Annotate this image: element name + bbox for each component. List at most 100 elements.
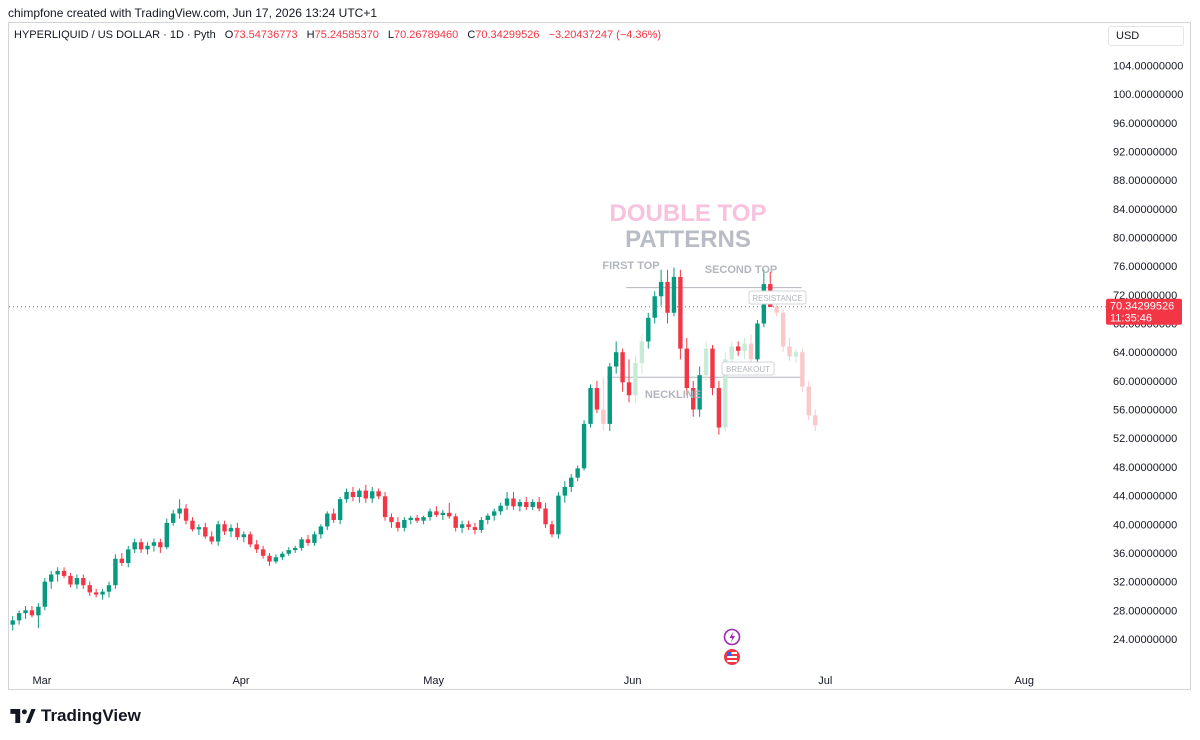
us-flag-event-icon[interactable] (724, 649, 740, 665)
tradingview-logo-icon (10, 709, 36, 723)
candle (222, 520, 227, 536)
y-tick-label: 32.00000000 (1113, 577, 1177, 589)
y-tick-label: 60.00000000 (1113, 376, 1177, 388)
candle (466, 520, 471, 531)
candle (684, 337, 689, 396)
candle (511, 492, 516, 510)
candle-body (556, 495, 561, 535)
candle (414, 514, 420, 523)
candle-body (723, 359, 728, 428)
candle-body (479, 519, 484, 531)
candle-body (453, 516, 458, 528)
candle-body (158, 542, 163, 548)
candle-body (562, 486, 568, 496)
candle-body (16, 613, 22, 621)
candle-body (235, 527, 240, 538)
candle-body (331, 513, 336, 520)
candle (151, 538, 157, 552)
candle (158, 538, 163, 553)
candle-body (81, 578, 86, 586)
resistance-box (748, 290, 807, 305)
candle (209, 531, 214, 545)
candle-body (440, 512, 446, 515)
currency-button[interactable]: USD (1108, 26, 1184, 46)
candle (55, 567, 60, 582)
y-tick-label: 52.00000000 (1113, 433, 1177, 445)
candle-body (402, 519, 407, 528)
tradingview-logo[interactable]: TradingView (10, 706, 141, 726)
candle (575, 465, 580, 482)
x-tick-label: Aug (1014, 675, 1034, 687)
candle (485, 513, 490, 525)
candle (697, 366, 702, 417)
candle-body (793, 352, 799, 357)
candle (562, 481, 568, 503)
candle-body (716, 388, 722, 428)
candle (421, 515, 426, 525)
candle-body (524, 502, 529, 508)
candle (665, 269, 670, 324)
candle (325, 511, 330, 531)
second-top-label: SECOND TOP (705, 264, 778, 276)
candle (703, 341, 709, 381)
candle (382, 492, 388, 521)
breakout-box (721, 361, 775, 376)
last-price-badge: 70.34299526 11:35:46 (1106, 298, 1182, 325)
candle (273, 554, 279, 564)
x-tick-label: Jul (818, 675, 832, 687)
candle-body (151, 542, 157, 546)
candle-body (652, 296, 657, 318)
candle-body (344, 492, 349, 500)
candle-body (215, 524, 221, 542)
breakout-label: BREAKOUT (726, 365, 770, 374)
candle-body (620, 352, 625, 383)
candle-body (536, 502, 542, 509)
candle-body (286, 550, 291, 554)
candle-body (459, 524, 465, 528)
candle (787, 337, 792, 361)
candle-body (49, 574, 54, 582)
candle-body (613, 352, 619, 367)
candle (440, 509, 446, 520)
x-tick-label: Mar (33, 675, 52, 687)
candle-body (42, 581, 47, 607)
candle-body (742, 343, 747, 351)
candle (716, 380, 722, 435)
candle-body (517, 502, 523, 507)
chart-frame (8, 22, 1191, 690)
candle-body (382, 496, 388, 518)
lightning-event-icon[interactable] (723, 628, 741, 646)
candle (292, 545, 298, 553)
symbol-name[interactable]: HYPERLIQUID / US DOLLAR · 1D · Pyth (14, 29, 216, 41)
candle (376, 488, 381, 500)
candle (42, 578, 47, 611)
candle (588, 384, 593, 428)
candle (241, 531, 247, 543)
candle (800, 348, 805, 392)
candle (427, 508, 433, 521)
candle-body (61, 570, 67, 576)
candles (10, 267, 818, 631)
candle-body (196, 527, 202, 530)
candle-body (594, 388, 600, 410)
y-tick-label: 88.00000000 (1113, 175, 1177, 187)
candle (318, 524, 324, 539)
candle-body (183, 508, 189, 521)
candle (646, 312, 651, 349)
candle-body (678, 276, 683, 349)
candle (498, 502, 503, 515)
candle-body (209, 536, 214, 542)
candle-body (254, 544, 259, 550)
candle-body (511, 498, 516, 507)
candle (793, 348, 799, 363)
candle-body (10, 620, 15, 625)
candle (68, 573, 73, 588)
candle (267, 552, 272, 566)
candle (81, 574, 86, 589)
y-tick-label: 96.00000000 (1113, 118, 1177, 130)
candle (453, 513, 458, 532)
low-label: L (387, 29, 395, 41)
countdown-timer: 11:35:46 (1110, 313, 1152, 325)
open-value: 73.54736773 (233, 29, 298, 41)
